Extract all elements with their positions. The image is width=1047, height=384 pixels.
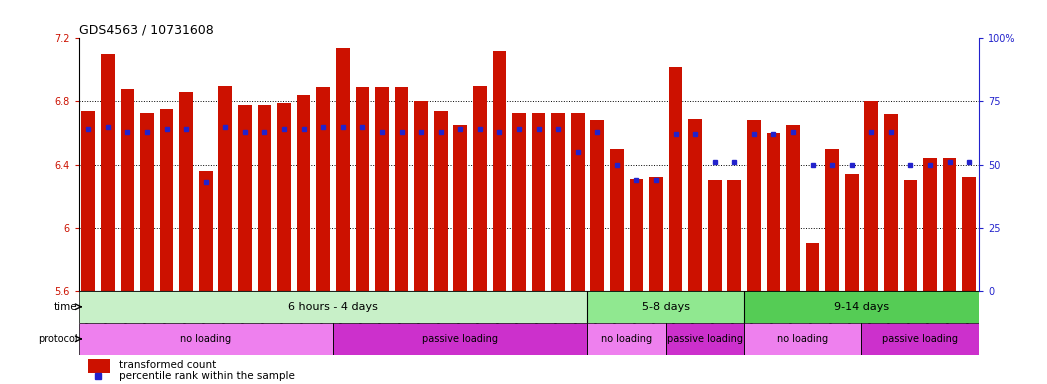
- Bar: [744, 291, 979, 323]
- Text: 6 hours - 4 days: 6 hours - 4 days: [288, 302, 378, 312]
- Bar: [942, 158, 957, 291]
- Bar: [336, 48, 350, 291]
- Bar: [356, 87, 370, 291]
- Bar: [473, 86, 487, 291]
- Bar: [551, 113, 565, 291]
- Bar: [120, 89, 134, 291]
- Bar: [669, 67, 683, 291]
- Bar: [258, 104, 271, 291]
- Bar: [375, 87, 388, 291]
- Text: transformed count: transformed count: [119, 360, 217, 370]
- Bar: [591, 121, 604, 291]
- Bar: [433, 111, 447, 291]
- Bar: [649, 177, 663, 291]
- Bar: [845, 174, 859, 291]
- Bar: [666, 323, 744, 355]
- Bar: [316, 87, 330, 291]
- Bar: [708, 180, 721, 291]
- Bar: [629, 179, 643, 291]
- Text: no loading: no loading: [601, 334, 652, 344]
- Text: time: time: [54, 302, 77, 312]
- Text: no loading: no loading: [180, 334, 231, 344]
- Bar: [806, 243, 820, 291]
- Bar: [101, 54, 115, 291]
- Bar: [688, 119, 701, 291]
- Bar: [395, 87, 408, 291]
- Bar: [199, 171, 213, 291]
- Text: passive loading: passive loading: [422, 334, 498, 344]
- Bar: [79, 291, 587, 323]
- Text: 9-14 days: 9-14 days: [834, 302, 889, 312]
- Bar: [728, 180, 741, 291]
- Bar: [610, 149, 624, 291]
- Bar: [587, 323, 666, 355]
- Bar: [865, 101, 878, 291]
- Bar: [512, 113, 526, 291]
- Bar: [532, 113, 545, 291]
- Bar: [296, 95, 311, 291]
- Text: protocol: protocol: [38, 334, 77, 344]
- Text: passive loading: passive loading: [883, 334, 958, 344]
- Bar: [277, 103, 291, 291]
- Bar: [160, 109, 174, 291]
- Text: no loading: no loading: [777, 334, 828, 344]
- Text: passive loading: passive loading: [667, 334, 743, 344]
- Text: GDS4563 / 10731608: GDS4563 / 10731608: [79, 23, 214, 36]
- Text: 5-8 days: 5-8 days: [642, 302, 690, 312]
- Bar: [333, 323, 587, 355]
- Bar: [766, 133, 780, 291]
- Bar: [140, 113, 154, 291]
- Bar: [492, 51, 507, 291]
- Bar: [747, 121, 761, 291]
- Bar: [962, 177, 976, 291]
- Bar: [82, 111, 95, 291]
- Bar: [862, 323, 979, 355]
- Bar: [884, 114, 897, 291]
- Bar: [904, 180, 917, 291]
- Text: percentile rank within the sample: percentile rank within the sample: [119, 371, 295, 381]
- Bar: [238, 104, 251, 291]
- Bar: [744, 323, 862, 355]
- Bar: [219, 86, 232, 291]
- Bar: [587, 291, 744, 323]
- Bar: [79, 323, 333, 355]
- Bar: [825, 149, 839, 291]
- Bar: [571, 113, 584, 291]
- Bar: [786, 125, 800, 291]
- Bar: [415, 101, 428, 291]
- Bar: [88, 359, 110, 372]
- Bar: [923, 158, 937, 291]
- Bar: [453, 125, 467, 291]
- Bar: [179, 92, 193, 291]
